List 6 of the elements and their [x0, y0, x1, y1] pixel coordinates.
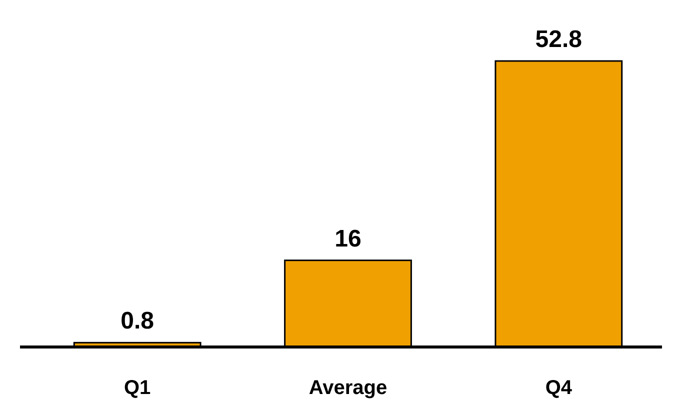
- x-tick-label: Average: [308, 377, 388, 399]
- data-label: 16: [334, 225, 362, 252]
- data-label: 52.8: [535, 26, 582, 53]
- x-tick-label: Q4: [545, 377, 573, 399]
- data-label: 0.8: [120, 308, 154, 335]
- x-tick-label: Q1: [124, 377, 151, 399]
